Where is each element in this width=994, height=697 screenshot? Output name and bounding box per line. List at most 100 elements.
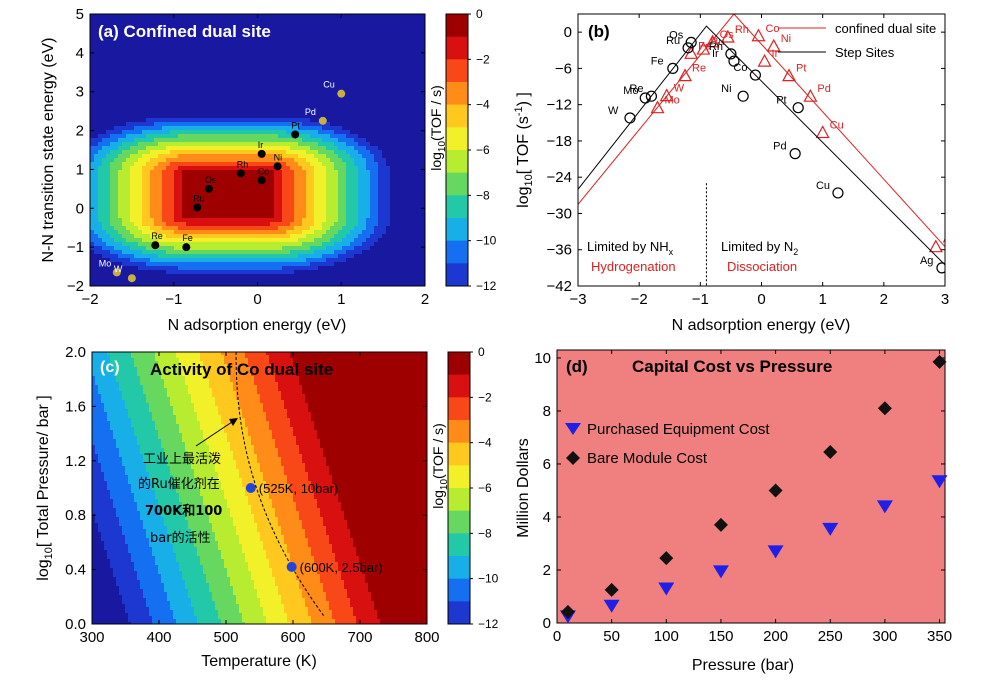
heatmap-a-cell bbox=[342, 22, 347, 27]
heatmap-a-cell bbox=[214, 182, 219, 187]
heatmap-a-cell bbox=[190, 118, 195, 123]
heatmap-a-cell bbox=[170, 30, 175, 35]
heatmap-a-cell bbox=[134, 142, 139, 147]
heatmap-a-cell bbox=[238, 30, 243, 35]
heatmap-a-cell bbox=[150, 70, 155, 75]
heatmap-a-cell bbox=[94, 110, 99, 115]
heatmap-a-cell bbox=[170, 46, 175, 51]
heatmap-a-cell bbox=[250, 34, 255, 39]
heatmap-a-cell bbox=[354, 194, 359, 199]
heatmap-a-cell bbox=[298, 14, 303, 19]
heatmap-a-cell bbox=[370, 218, 375, 223]
heatmap-a-cell bbox=[202, 62, 207, 67]
heatmap-a-cell bbox=[210, 50, 215, 55]
heatmap-a-cell bbox=[282, 130, 287, 135]
heatmap-a-cell bbox=[366, 42, 371, 47]
heatmap-a-cell bbox=[258, 54, 263, 59]
heatmap-a-cell bbox=[298, 274, 303, 279]
heatmap-a-cell bbox=[154, 162, 159, 167]
heatmap-a-cell bbox=[258, 62, 263, 67]
heatmap-a-cell bbox=[362, 282, 367, 286]
heatmap-a-cell bbox=[370, 106, 375, 111]
heatmap-a-cell bbox=[266, 242, 271, 247]
heatmap-a-cell bbox=[190, 162, 195, 167]
heatmap-a-cell bbox=[310, 170, 315, 175]
heatmap-a-cell bbox=[278, 190, 283, 195]
heatmap-a-cell bbox=[130, 66, 135, 71]
heatmap-a-cell bbox=[298, 42, 303, 47]
heatmap-a-cell bbox=[174, 266, 179, 271]
heatmap-a-cell bbox=[354, 274, 359, 279]
heatmap-a-cell bbox=[362, 258, 367, 263]
heatmap-a-cell bbox=[298, 162, 303, 167]
heatmap-a-cell bbox=[338, 126, 343, 131]
heatmap-a-cell bbox=[342, 154, 347, 159]
heatmap-a-cell bbox=[374, 42, 379, 47]
heatmap-a-cell bbox=[298, 150, 303, 155]
heatmap-a-cell bbox=[114, 246, 119, 251]
heatmap-a-cell bbox=[262, 258, 267, 263]
heatmap-a-cell bbox=[362, 234, 367, 239]
heatmap-a-cell bbox=[306, 138, 311, 143]
heatmap-a-cell bbox=[98, 86, 103, 91]
heatmap-a-cell bbox=[274, 178, 279, 183]
heatmap-a-cell bbox=[270, 162, 275, 167]
heatmap-a-cell bbox=[242, 194, 247, 199]
heatmap-a-cell bbox=[286, 158, 291, 163]
heatmap-a-cell bbox=[146, 118, 151, 123]
heatmap-a-cell bbox=[98, 262, 103, 267]
heatmap-a-cell bbox=[370, 278, 375, 283]
heatmap-a-cell bbox=[270, 262, 275, 267]
heatmap-a-cell bbox=[346, 282, 351, 286]
heatmap-a-cell bbox=[142, 270, 147, 275]
heatmap-a-cell bbox=[314, 78, 319, 83]
heatmap-a-cell bbox=[126, 262, 131, 267]
heatmap-a-cell bbox=[202, 198, 207, 203]
heatmap-a-cell bbox=[250, 82, 255, 87]
heatmap-a-cell bbox=[182, 78, 187, 83]
heatmap-a-cell bbox=[282, 182, 287, 187]
heatmap-a-cell bbox=[170, 174, 175, 179]
heatmap-a-cell bbox=[146, 134, 151, 139]
heatmap-a-cell bbox=[158, 66, 163, 71]
heatmap-a-cell bbox=[362, 106, 367, 111]
heatmap-a-cell bbox=[286, 142, 291, 147]
heatmap-a-cell bbox=[362, 74, 367, 79]
heatmap-a-cell bbox=[118, 250, 123, 255]
heatmap-a-cell bbox=[226, 246, 231, 251]
heatmap-a-cell bbox=[346, 34, 351, 39]
heatmap-a-cell bbox=[274, 234, 279, 239]
heatmap-a-cell bbox=[222, 22, 227, 27]
heatmap-a-cell bbox=[342, 122, 347, 127]
heatmap-a-cell bbox=[110, 278, 115, 283]
heatmap-a-cell bbox=[322, 210, 327, 215]
heatmap-a-cell bbox=[186, 262, 191, 267]
heatmap-a-cell bbox=[122, 58, 127, 63]
heatmap-a-cell bbox=[370, 182, 375, 187]
heatmap-a-cell bbox=[366, 34, 371, 39]
heatmap-a-cell bbox=[262, 26, 267, 31]
heatmap-a-cell bbox=[170, 26, 175, 31]
heatmap-a-cell bbox=[358, 182, 363, 187]
heatmap-a-cell bbox=[302, 250, 307, 255]
heatmap-a-cell bbox=[150, 106, 155, 111]
heatmap-a-cell bbox=[354, 114, 359, 119]
heatmap-a-cell bbox=[246, 26, 251, 31]
heatmap-a-cell bbox=[222, 70, 227, 75]
heatmap-a-cell bbox=[98, 94, 103, 99]
heatmap-a-cell bbox=[134, 22, 139, 27]
heatmap-a-cell bbox=[202, 98, 207, 103]
heatmap-a-cell bbox=[350, 158, 355, 163]
heatmap-a-cell bbox=[314, 102, 319, 107]
heatmap-a-cell bbox=[326, 142, 331, 147]
heatmap-a-cell bbox=[134, 162, 139, 167]
heatmap-a-cell bbox=[222, 218, 227, 223]
heatmap-a-cell bbox=[378, 86, 383, 91]
heatmap-a-cell bbox=[114, 254, 119, 259]
heatmap-a-cell bbox=[330, 94, 335, 99]
heatmap-a-cell bbox=[218, 210, 223, 215]
heatmap-a-cell bbox=[278, 242, 283, 247]
heatmap-a-cell bbox=[210, 106, 215, 111]
heatmap-a-cell bbox=[290, 102, 295, 107]
heatmap-a-cell bbox=[170, 282, 175, 286]
